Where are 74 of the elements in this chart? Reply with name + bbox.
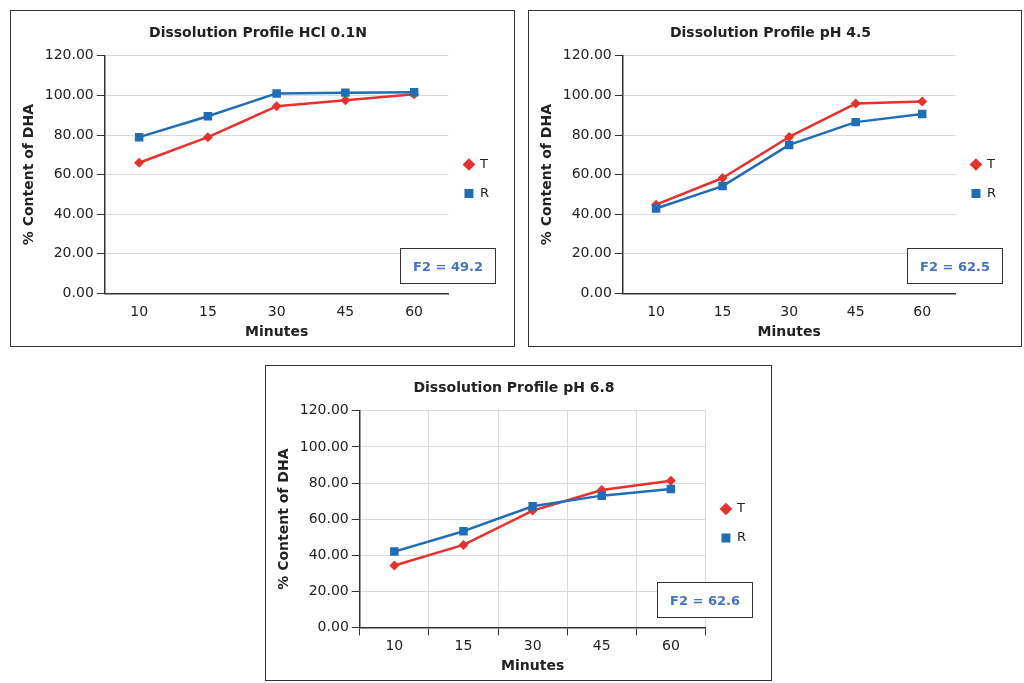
y-tick-label: 120.00 [562,46,612,63]
y-tick-label: 60.00 [308,509,349,526]
x-tick-label: 45 [846,303,865,320]
x-tick-label: 60 [661,637,680,654]
y-tick-label: 40.00 [53,204,94,221]
point [202,132,213,143]
x-axis-title: Minutes [757,323,821,340]
y-tick-label: 80.00 [308,473,349,490]
y-tick-label: 120.00 [44,46,94,63]
point [528,502,537,511]
x-tick-label: 45 [336,303,355,320]
point [459,526,468,536]
legend-label: T [985,155,995,171]
y-tick-label: 20.00 [308,581,349,598]
point [389,560,400,571]
point [340,95,351,106]
y-tick-label: 0.00 [317,618,349,635]
y-tick-label: 20.00 [571,244,612,261]
y-tick-label: 40.00 [308,545,349,562]
y-tick-label: 40.00 [571,204,612,221]
x-tick-label: 30 [267,303,286,320]
legend-label: T [735,500,745,516]
y-tick-label: 0.00 [580,284,612,301]
y-tick-label: 100.00 [44,86,94,103]
chart-title: Dissolution Profile pH 4.5 [669,24,872,41]
y-tick-label: 20.00 [53,244,94,261]
legend-label: T [478,155,488,171]
x-tick-label: 45 [592,637,611,654]
point [271,101,282,112]
legend-label: R [986,184,997,200]
y-axis-title: % Content of DHA [20,103,37,246]
x-tick-label: 60 [913,303,932,320]
legend-label: R [479,184,490,200]
x-tick-label: 30 [523,637,542,654]
y-tick-label: 100.00 [562,86,612,103]
chart-title: Dissolution Profile HCl 0.1N [149,24,367,41]
x-tick-label: 30 [780,303,799,320]
chart-title: Dissolution Profile pH 6.8 [413,379,615,396]
point [272,89,281,98]
x-axis-title: Minutes [245,323,309,340]
y-tick-label: 80.00 [571,125,612,142]
y-axis-title: % Content of DHA [538,103,555,246]
y-tick-label: 120.00 [299,401,349,418]
x-tick-label: 15 [198,303,217,320]
x-tick-label: 10 [647,303,665,320]
annotation: F2 = 62.6 [657,582,753,618]
y-tick-label: 100.00 [299,437,349,454]
y-tick-label: 80.00 [53,125,94,142]
x-tick-label: 10 [130,303,149,320]
y-tick-label: 0.00 [62,284,94,301]
point [850,98,861,109]
point [718,181,727,191]
point [917,96,928,107]
point [651,204,661,213]
annotation: F2 = 49.2 [400,248,496,284]
point [784,131,795,142]
point [665,475,676,486]
x-tick-label: 15 [454,637,473,654]
x-axis-title: Minutes [501,657,565,674]
y-tick-label: 60.00 [571,165,612,182]
point [851,117,860,127]
point [458,539,469,550]
legend-label: R [736,529,747,545]
point [390,547,399,556]
y-tick-label: 60.00 [53,165,94,182]
x-tick-label: 60 [405,303,424,320]
point [341,88,350,97]
annotation: F2 = 62.5 [907,248,1003,284]
x-tick-label: 15 [713,303,732,320]
y-axis-title: % Content of DHA [275,448,292,590]
point [597,491,607,500]
x-tick-label: 10 [385,637,404,654]
point [717,172,728,183]
point [134,157,145,168]
